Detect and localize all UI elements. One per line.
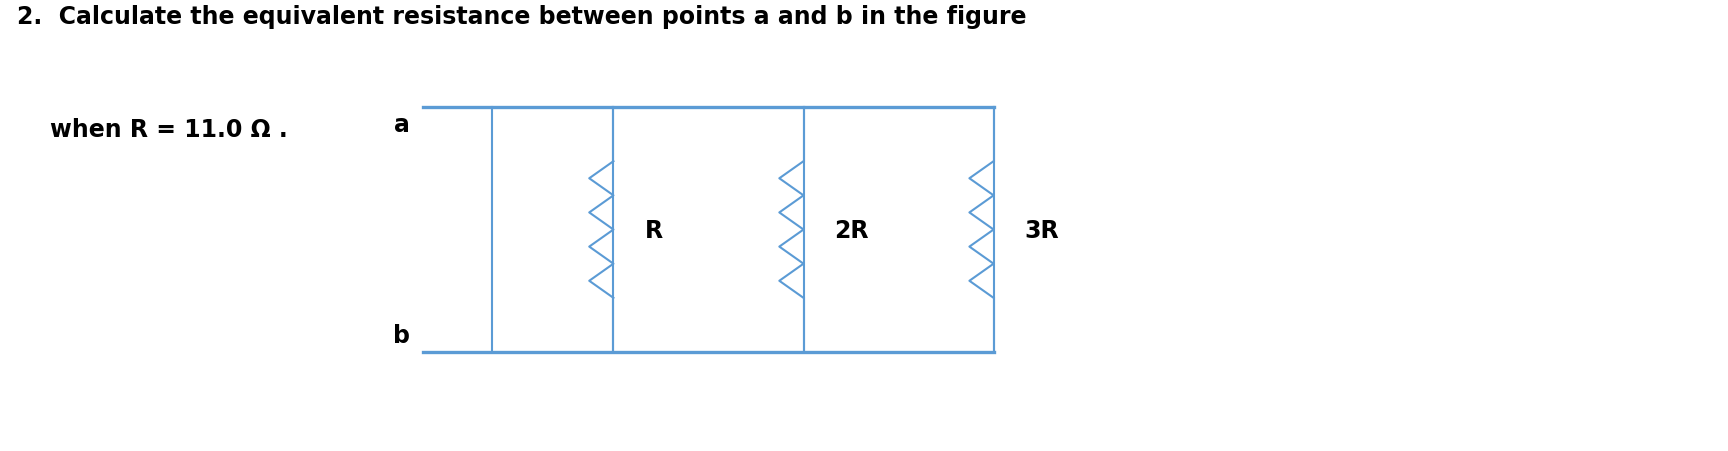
Text: a: a: [394, 113, 410, 137]
Text: 2R: 2R: [835, 218, 869, 242]
Text: 3R: 3R: [1025, 218, 1059, 242]
Text: R: R: [645, 218, 662, 242]
Text: 2.  Calculate the equivalent resistance between points a and b in the figure: 2. Calculate the equivalent resistance b…: [17, 5, 1026, 28]
Text: b: b: [392, 323, 410, 347]
Text: when R = 11.0 Ω .: when R = 11.0 Ω .: [17, 117, 289, 141]
